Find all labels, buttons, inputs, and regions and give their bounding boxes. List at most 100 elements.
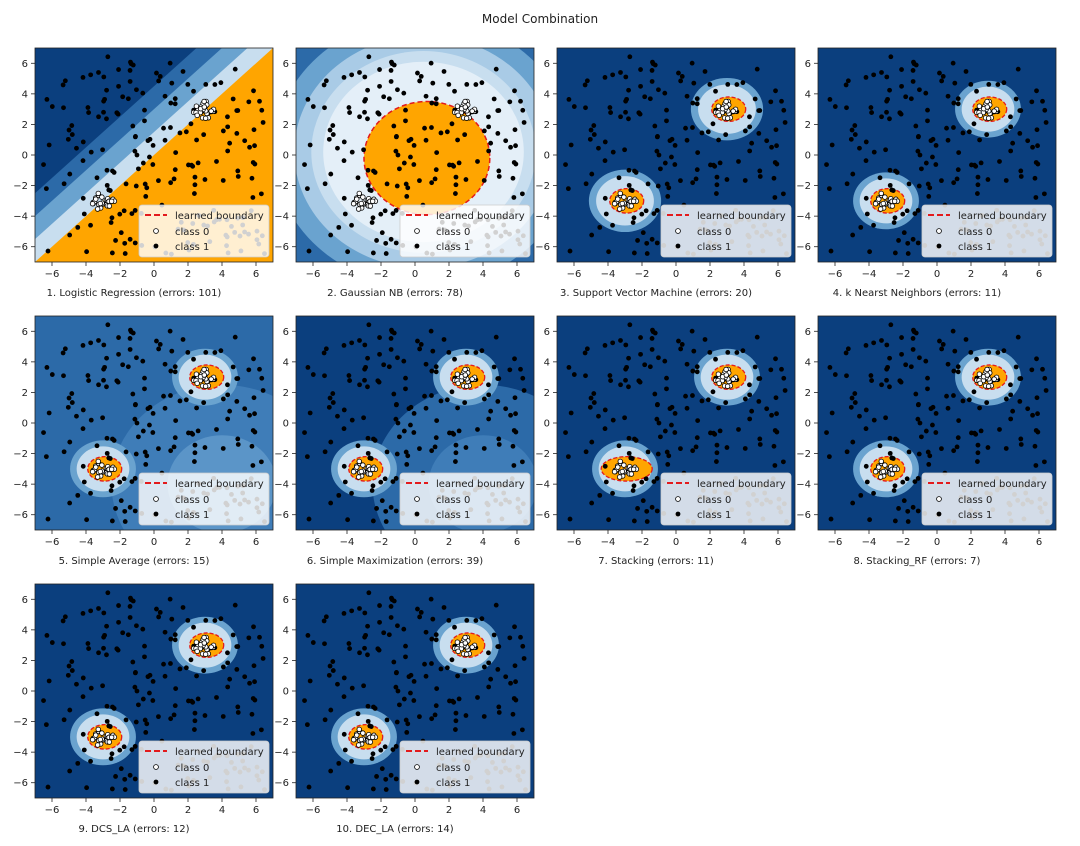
outlier-point <box>955 364 961 370</box>
inlier-point <box>194 380 200 387</box>
outlier-point <box>347 378 353 383</box>
inlier-point <box>99 730 105 736</box>
outlier-point <box>453 459 458 464</box>
outlier-point <box>930 136 936 142</box>
outlier-point <box>864 479 870 485</box>
outlier-point <box>403 449 409 455</box>
outlier-point <box>100 683 105 689</box>
outlier-point <box>1018 436 1024 442</box>
outlier-point <box>975 450 981 456</box>
outlier-point <box>433 632 439 638</box>
outlier-point <box>88 417 94 423</box>
outlier-point <box>393 744 399 749</box>
outlier-point <box>336 760 342 766</box>
outlier-point <box>130 659 136 665</box>
outlier-point <box>664 375 669 381</box>
outlier-point <box>80 407 86 413</box>
outlier-point <box>446 81 452 87</box>
outlier-point <box>172 364 178 370</box>
outlier-point <box>610 490 615 496</box>
outlier-point <box>415 606 420 612</box>
outlier-point <box>1008 416 1014 422</box>
legend-box <box>138 472 270 526</box>
outlier-point <box>916 134 921 139</box>
outlier-point <box>444 397 450 403</box>
outlier-point <box>142 643 147 649</box>
outlier-point <box>747 382 752 388</box>
x-tick-label: −6 <box>306 537 321 548</box>
outlier-point <box>67 171 73 177</box>
y-tick-label: 0 <box>805 419 811 430</box>
y-tick-label: −2 <box>13 717 28 728</box>
outlier-point <box>304 722 310 728</box>
outlier-point <box>973 163 979 169</box>
legend-box <box>921 472 1053 526</box>
legend-class0-marker <box>414 228 420 234</box>
outlier-point <box>62 78 68 84</box>
x-tick-label: 0 <box>673 269 679 280</box>
outlier-point <box>449 657 455 663</box>
outlier-point <box>430 348 436 354</box>
outlier-point <box>201 400 207 406</box>
outlier-point <box>330 668 336 673</box>
outlier-point <box>371 436 376 442</box>
inlier-point <box>616 206 623 212</box>
outlier-point <box>154 606 159 612</box>
outlier-point <box>234 130 240 136</box>
inlier-point <box>984 98 990 105</box>
outlier-point <box>258 459 264 465</box>
outlier-point <box>772 195 778 200</box>
outlier-point <box>456 428 462 434</box>
outlier-point <box>631 215 637 221</box>
outlier-point <box>156 178 161 184</box>
y-tick-label: −6 <box>13 510 28 521</box>
outlier-point <box>365 703 371 709</box>
outlier-point <box>887 435 893 441</box>
outlier-point <box>591 132 597 137</box>
outlier-point <box>925 449 931 455</box>
inlier-point <box>97 200 103 207</box>
outlier-point <box>923 358 929 364</box>
outlier-point <box>142 181 148 187</box>
outlier-point <box>481 128 487 134</box>
outlier-point <box>752 364 758 370</box>
y-tick-label: 0 <box>805 151 811 162</box>
outlier-point <box>871 417 877 423</box>
outlier-point <box>916 402 921 407</box>
outlier-point <box>756 130 762 136</box>
x-tick-label: 0 <box>934 269 940 280</box>
outlier-point <box>434 418 440 423</box>
outlier-point <box>702 69 708 74</box>
outlier-point <box>192 710 198 716</box>
outlier-point <box>518 98 523 104</box>
outlier-point <box>404 729 410 735</box>
outlier-point <box>302 162 307 168</box>
subplot-6: −6 −4 −2 0 2 4 6 −6 −4 −2 0 2 4 6 learned boundary clas… <box>266 308 535 578</box>
outlier-point <box>508 144 513 150</box>
outlier-point <box>438 130 444 136</box>
outlier-point <box>724 177 730 182</box>
y-tick-label: 4 <box>805 357 811 368</box>
outlier-point <box>567 516 573 522</box>
outlier-point <box>252 697 258 703</box>
outlier-point <box>75 760 81 766</box>
inlier-point <box>201 98 207 105</box>
outlier-point <box>694 96 700 102</box>
outlier-point <box>322 449 328 455</box>
outlier-point <box>956 418 962 423</box>
outlier-point <box>781 375 787 381</box>
outlier-point <box>115 111 121 117</box>
outlier-point <box>101 634 107 640</box>
outlier-point <box>117 479 123 485</box>
outlier-point <box>395 688 401 694</box>
outlier-point <box>393 148 399 154</box>
outlier-point <box>887 450 893 456</box>
outlier-point <box>899 83 904 89</box>
legend-class0-marker <box>153 496 159 502</box>
outlier-point <box>966 397 972 403</box>
legend-boundary-label: learned boundary <box>958 479 1047 490</box>
outlier-point <box>707 349 713 355</box>
outlier-point <box>640 230 646 236</box>
